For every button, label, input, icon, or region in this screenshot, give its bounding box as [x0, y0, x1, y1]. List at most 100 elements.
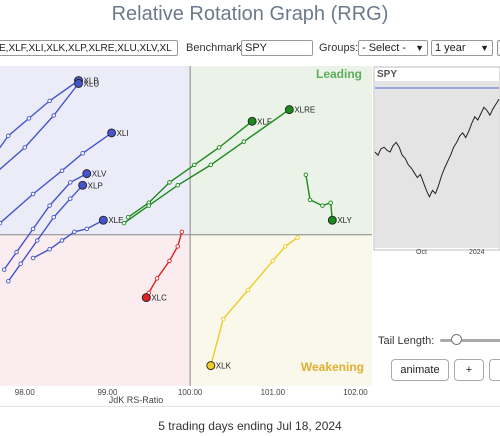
page-title: Relative Rotation Graph (RRG): [111, 3, 389, 25]
tail-point: [270, 258, 276, 264]
footer-divider: [0, 406, 500, 407]
tail-point: [282, 244, 288, 249]
tail-xly[interactable]: XLY: [303, 172, 353, 225]
tail-point: [307, 197, 313, 203]
tail-head-point[interactable]: [284, 105, 294, 115]
tail-xlv[interactable]: XLV: [1, 169, 107, 272]
tail-head-point[interactable]: [107, 128, 117, 138]
quadrant-leading: [190, 66, 372, 235]
tail-xlf[interactable]: XLF: [125, 116, 272, 220]
tail-point: [245, 287, 251, 293]
tail-point: [47, 203, 52, 208]
tail-head-point[interactable]: [247, 116, 257, 126]
tail-point: [320, 203, 325, 208]
tail-point: [51, 215, 56, 220]
tail-point: [167, 258, 172, 264]
rrg-chart: Leading Weakening 98.00 99.00 100.00 101.00…: [0, 66, 372, 405]
footer-date-range: 5 trading days ending Jul 18, 2024: [158, 419, 342, 433]
price-symbol-label: SPY: [377, 69, 397, 80]
tail-xlre[interactable]: XLRE: [121, 105, 315, 226]
tail-xlu[interactable]: XLU: [0, 79, 99, 178]
tail-point: [216, 145, 222, 150]
tail-length-label: Tail Length:: [378, 335, 435, 347]
price-x-label-2024: 2024: [469, 249, 485, 256]
benchmark-label: Benchmark:: [186, 42, 245, 54]
quadrant-improving: [0, 66, 191, 235]
groups-label: Groups:: [319, 42, 359, 54]
tail-head-point[interactable]: [82, 169, 92, 179]
tail-point: [175, 183, 180, 188]
toolbar-button[interactable]: [497, 40, 500, 56]
tail-label: XLB: [84, 77, 99, 86]
chevron-down-icon: ▼: [415, 43, 424, 53]
tail-point: [241, 139, 247, 144]
tail-label: XLK: [216, 362, 232, 371]
tail-label: XLC: [151, 294, 167, 303]
tail-label: XLV: [92, 170, 107, 179]
tail-point: [51, 113, 56, 118]
add-button[interactable]: +: [454, 359, 484, 381]
tail-label: XLF: [257, 117, 272, 126]
tail-point: [68, 180, 73, 185]
tail-xlc[interactable]: XLC: [141, 229, 185, 303]
tail-length-slider-handle[interactable]: [451, 334, 462, 345]
tail-length-slider[interactable]: [440, 339, 500, 342]
symbols-input[interactable]: [0, 40, 178, 56]
quadrant-label-weakening: Weakening: [301, 360, 364, 374]
tail-point: [295, 235, 300, 240]
price-plot-area: [375, 81, 499, 248]
tail-point: [30, 255, 36, 261]
x-axis-label: JdK RS-Ratio: [109, 395, 164, 405]
tail-head-point[interactable]: [78, 180, 88, 190]
price-chart: SPY: [373, 66, 500, 251]
benchmark-input[interactable]: [241, 40, 313, 56]
tail-point: [303, 172, 309, 178]
tail-point: [59, 238, 65, 243]
x-tick-label: 100.00: [178, 388, 203, 397]
tail-point: [72, 229, 77, 235]
tail-xle[interactable]: XLE: [30, 215, 123, 261]
tail-point: [34, 238, 40, 243]
groups-select-value: - Select -: [362, 42, 407, 54]
tail-line: [32, 219, 104, 259]
tail-head-point[interactable]: [206, 361, 216, 371]
tail-line: [3, 172, 88, 271]
toolbar: Benchmark: Groups: - Select - ▼ 1 year ▼: [0, 40, 500, 58]
tail-point: [154, 276, 160, 281]
more-button[interactable]: [489, 359, 500, 381]
tail-point: [208, 162, 214, 168]
period-select[interactable]: 1 year ▼: [431, 40, 493, 56]
x-tick-label: 99.00: [97, 388, 118, 397]
tail-point: [0, 220, 3, 226]
chevron-down-icon: ▼: [480, 43, 489, 53]
tail-point: [84, 226, 90, 232]
tail-point: [125, 215, 131, 220]
tail-label: XLU: [84, 79, 100, 88]
tail-point: [22, 145, 28, 150]
tail-head-point[interactable]: [141, 293, 151, 303]
tail-head-point[interactable]: [74, 79, 83, 88]
groups-select[interactable]: - Select - ▼: [358, 40, 428, 56]
tail-point: [59, 168, 65, 173]
tail-xlp[interactable]: XLP: [6, 180, 103, 284]
tail-point: [146, 203, 152, 208]
tail-xli[interactable]: XLI: [0, 128, 129, 226]
price-line: [374, 98, 500, 198]
tail-point: [6, 133, 11, 139]
tail-point: [167, 180, 172, 185]
tail-xlk[interactable]: XLK: [206, 235, 300, 371]
x-axis-ticks: 98.00 99.00 100.00 101.00 102.00: [15, 388, 368, 397]
tail-line: [123, 109, 290, 224]
quadrant-lagging: [0, 234, 191, 386]
tail-label: XLI: [117, 129, 129, 138]
price-panel: SPY Oct 2024: [373, 66, 500, 256]
quadrant-label-leading: Leading: [316, 67, 362, 81]
tail-point: [220, 316, 226, 322]
tail-line: [0, 83, 80, 171]
tail-head-point[interactable]: [327, 215, 337, 225]
animate-button[interactable]: animate: [391, 359, 449, 381]
tail-head-point[interactable]: [98, 215, 108, 225]
tail-point: [18, 261, 23, 267]
x-tick-label: 98.00: [15, 388, 36, 397]
